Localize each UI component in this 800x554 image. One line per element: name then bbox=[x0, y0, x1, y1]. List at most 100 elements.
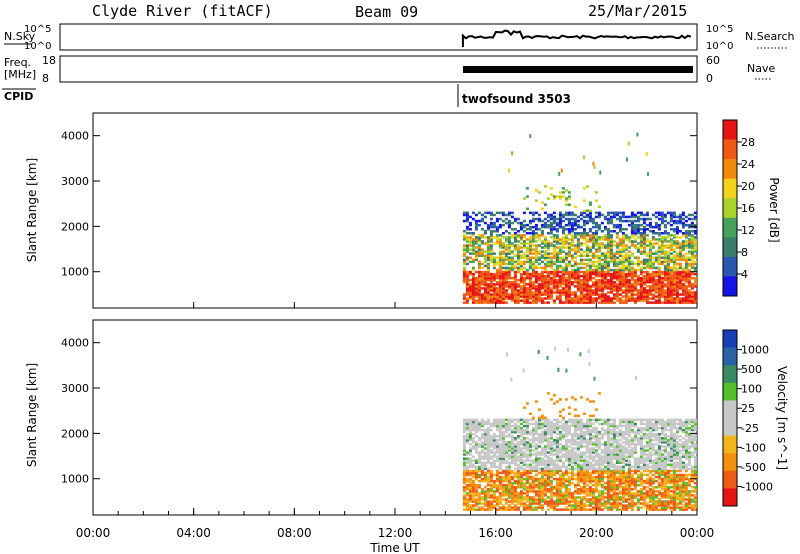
heatmap-cell-1282 bbox=[567, 449, 571, 452]
heatmap-cell-261 bbox=[483, 463, 487, 466]
heatmap-cell-1529 bbox=[588, 486, 592, 489]
heatmap-cell-1070 bbox=[561, 219, 565, 223]
heatmap-cell-2115 bbox=[636, 483, 640, 487]
heatmap-cell-127 bbox=[474, 279, 478, 282]
heatmap-cell-1531 bbox=[588, 479, 592, 483]
heatmap-cell-1328 bbox=[585, 272, 589, 276]
heatmap-cell-1007 bbox=[558, 297, 562, 300]
heatmap-cell-189 bbox=[477, 486, 481, 489]
heatmap-cell-1387 bbox=[576, 459, 580, 462]
heatmap-cell-182 bbox=[477, 506, 481, 509]
heatmap-cell-860 bbox=[543, 242, 547, 245]
heatmap-cell-1497 bbox=[600, 285, 604, 288]
heatmap-cell-2220 bbox=[645, 463, 649, 466]
heatmap-cell-651 bbox=[516, 475, 520, 479]
heatmap-cell-1523 bbox=[603, 295, 607, 298]
heatmap-cell-1974 bbox=[642, 225, 646, 229]
heatmap-cell-2381 bbox=[681, 285, 685, 288]
heatmap-cell-2194 bbox=[642, 449, 646, 452]
heatmap-cell-723 bbox=[522, 473, 526, 477]
heatmap-cell-1586 bbox=[591, 441, 595, 444]
heatmap-cell-1841 bbox=[612, 449, 616, 452]
heatmap-cell-1438 bbox=[594, 248, 598, 251]
heatmap-cell-1584 bbox=[591, 447, 595, 450]
heatmap-cell-830 bbox=[540, 230, 544, 233]
heatmap-cell-1646 bbox=[612, 230, 616, 233]
heatmap-cell-1184 bbox=[558, 414, 562, 418]
heatmap-cell-1341 bbox=[585, 238, 589, 241]
heatmap-cell-2021 bbox=[627, 465, 631, 469]
heatmap-cell-1240 bbox=[564, 457, 568, 460]
heatmap-cell-102 bbox=[471, 266, 475, 270]
heatmap-cell-1095 bbox=[564, 258, 568, 262]
heatmap-cell-1964 bbox=[642, 246, 646, 249]
heatmap-cell-1514 bbox=[600, 242, 604, 245]
heatmap-cell-679 bbox=[519, 496, 523, 499]
heatmap-cell-209 bbox=[483, 295, 487, 298]
heatmap-cell-600 bbox=[510, 420, 514, 424]
heatmap-cell-1036 bbox=[558, 215, 562, 219]
heatmap-cell-30 bbox=[465, 297, 469, 300]
heatmap-cell-2217 bbox=[666, 266, 670, 270]
heatmap-cell-123 bbox=[471, 486, 475, 489]
heatmap-cell-783 bbox=[525, 418, 529, 422]
heatmap-cell-626 bbox=[522, 266, 526, 270]
heatmap-cell-1953 bbox=[621, 453, 625, 456]
heatmap-cell-1107 bbox=[564, 217, 568, 221]
heatmap-cell-2177 bbox=[642, 496, 646, 499]
heatmap-cell-243 bbox=[480, 418, 484, 422]
heatmap-cell-411 bbox=[501, 274, 505, 278]
heatmap-cell-1751 bbox=[621, 219, 625, 223]
heatmap-cell-1571 bbox=[591, 479, 595, 483]
heatmap-cell-450 bbox=[498, 428, 502, 432]
heatmap-cell-982 bbox=[555, 272, 559, 276]
heatmap-cell-671 bbox=[516, 426, 520, 430]
nsky-trace bbox=[461, 29, 692, 48]
heatmap-cell-777 bbox=[525, 430, 529, 434]
heatmap-cell-356 bbox=[492, 492, 496, 495]
heatmap-cell-1483 bbox=[585, 508, 589, 511]
heatmap-cell-2247 bbox=[648, 488, 652, 491]
heatmap-cell-1665 bbox=[615, 270, 619, 274]
heatmap-cell-150 bbox=[474, 500, 478, 503]
heatmap-cell-134 bbox=[471, 455, 475, 458]
heatmap-cell-1762 bbox=[606, 449, 610, 452]
heatmap-cell-1768 bbox=[606, 437, 610, 440]
heatmap-cell-2383 bbox=[681, 279, 685, 282]
heatmap-cell-1850 bbox=[630, 211, 634, 215]
heatmap-cell-164 bbox=[477, 262, 481, 266]
heatmap-cell-71 bbox=[468, 270, 472, 274]
heatmap-cell-1559 bbox=[606, 281, 610, 284]
heatmap-cell-351 bbox=[492, 504, 496, 507]
heatmap-cell-1736 bbox=[621, 260, 625, 264]
heatmap-cell-161 bbox=[474, 471, 478, 475]
heatmap-cell-2263 bbox=[648, 445, 652, 448]
heatmap-cell-91 bbox=[471, 291, 475, 294]
heatmap-cell-1154 bbox=[558, 496, 562, 499]
heatmap-cell-2376 bbox=[681, 297, 685, 300]
heatmap-cell-1231 bbox=[576, 270, 580, 274]
heatmap-cell-2208 bbox=[666, 285, 670, 288]
heatmap-cell-255 bbox=[486, 256, 490, 259]
heatmap-cell-1939 bbox=[621, 486, 625, 489]
heatmap-cell-1032 bbox=[546, 426, 550, 430]
heatmap-cell-663 bbox=[516, 447, 520, 450]
heatmap-cell-1140 bbox=[555, 439, 559, 442]
heatmap-cell-1552 bbox=[588, 430, 592, 434]
heatmap-cell-2270 bbox=[648, 430, 652, 434]
heatmap-cell-9 bbox=[462, 486, 466, 489]
heatmap-cell-1080 bbox=[564, 293, 568, 296]
heatmap-cell-1428 bbox=[594, 274, 598, 278]
heatmap-cell-1194 bbox=[561, 486, 565, 489]
heatmap-cell-1961 bbox=[642, 252, 646, 255]
heatmap-cell-1629 bbox=[612, 285, 616, 288]
heatmap-cell-1641 bbox=[597, 494, 601, 497]
heatmap-cell-2059 bbox=[630, 465, 634, 469]
heatmap-cell-980 bbox=[543, 463, 547, 466]
heatmap-cell-1793 bbox=[627, 285, 631, 288]
heatmap-cell-924 bbox=[549, 242, 553, 245]
heatmap-cell-742 bbox=[522, 424, 526, 428]
heatmap-cell-735 bbox=[522, 443, 526, 446]
heatmap-cell-421 bbox=[498, 496, 502, 499]
heatmap-cell-637 bbox=[513, 418, 517, 422]
